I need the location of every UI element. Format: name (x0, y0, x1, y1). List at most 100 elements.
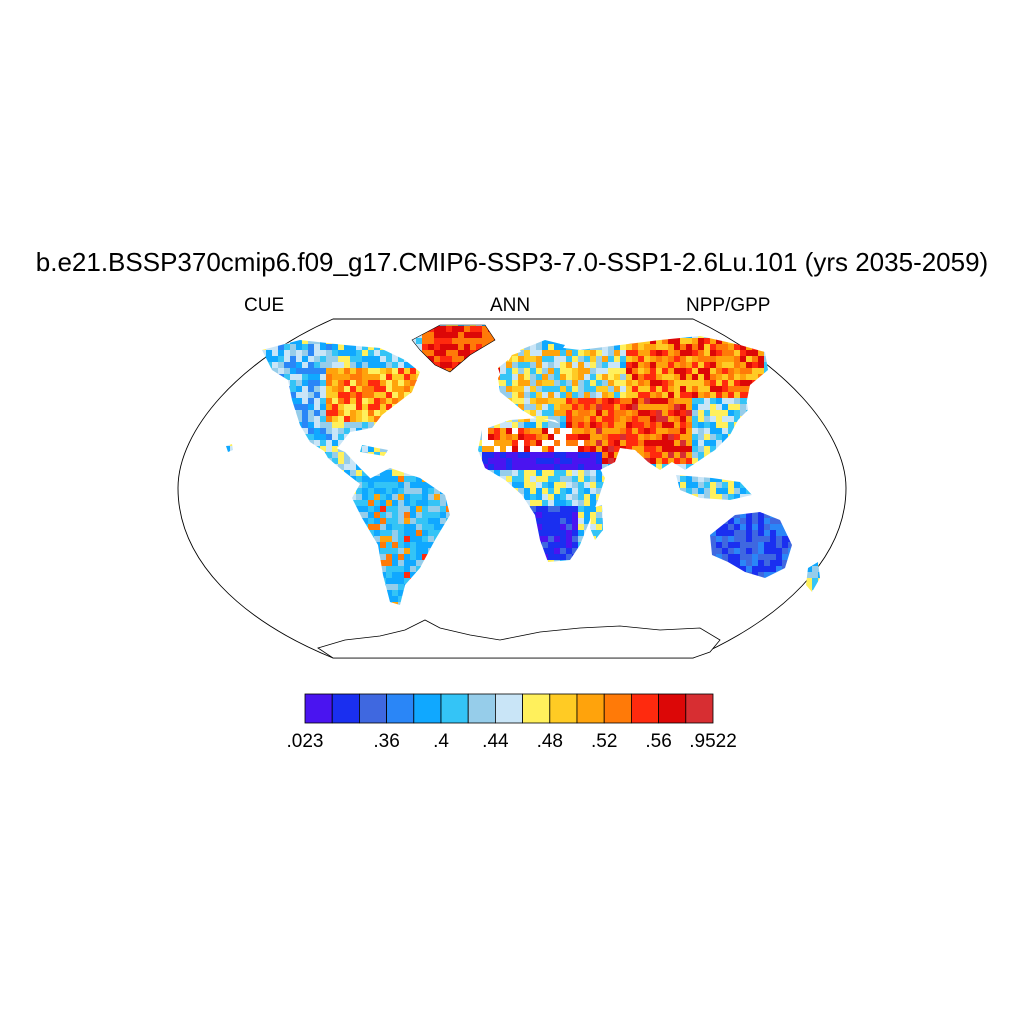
grid-cell (590, 500, 596, 506)
grid-cell (536, 458, 542, 464)
grid-cell (392, 512, 398, 518)
grid-cell (746, 524, 752, 530)
grid-cell (512, 476, 518, 482)
grid-cell (662, 422, 668, 428)
grid-cell (416, 518, 422, 524)
grid-cell (278, 350, 284, 356)
grid-cell (830, 356, 836, 362)
grid-cell (302, 410, 308, 416)
grid-cell (740, 392, 746, 398)
grid-cell (440, 494, 446, 500)
grid-cell (404, 380, 410, 386)
grid-cell (344, 458, 350, 464)
grid-cell (764, 572, 770, 578)
grid-cell (302, 350, 308, 356)
grid-cell (398, 566, 404, 572)
grid-cell (308, 434, 314, 440)
grid-cell (554, 386, 560, 392)
grid-cell (800, 356, 806, 362)
grid-cell (596, 464, 602, 470)
grid-cell (458, 326, 464, 332)
grid-cell (782, 554, 788, 560)
grid-cell (392, 368, 398, 374)
grid-cell (758, 560, 764, 566)
grid-cell (518, 356, 524, 362)
grid-cell (548, 362, 554, 368)
grid-cell (596, 506, 602, 512)
grid-cell (548, 548, 554, 554)
grid-cell (542, 338, 548, 344)
grid-cell (686, 416, 692, 422)
grid-cell (386, 530, 392, 536)
grid-cell (728, 368, 734, 374)
grid-cell (200, 326, 206, 332)
grid-cell (368, 374, 374, 380)
grid-cell (626, 392, 632, 398)
grid-cell (836, 398, 842, 404)
grid-cell (398, 500, 404, 506)
grid-cell (536, 482, 542, 488)
grid-cell (692, 356, 698, 362)
grid-cell (728, 326, 734, 332)
grid-cell (410, 554, 416, 560)
grid-cell (584, 410, 590, 416)
grid-cell (692, 422, 698, 428)
grid-cell (692, 440, 698, 446)
grid-cell (440, 518, 446, 524)
grid-cell (386, 374, 392, 380)
grid-cell (260, 332, 266, 338)
grid-cell (506, 476, 512, 482)
grid-cell (572, 356, 578, 362)
grid-cell (560, 344, 566, 350)
grid-cell (806, 338, 812, 344)
grid-cell (578, 476, 584, 482)
grid-cell (680, 380, 686, 386)
grid-cell (632, 398, 638, 404)
grid-cell (590, 464, 596, 470)
grid-cell (560, 524, 566, 530)
grid-cell (614, 374, 620, 380)
grid-cell (236, 325, 242, 326)
grid-cell (656, 350, 662, 356)
grid-cell (200, 362, 206, 368)
grid-cell (656, 392, 662, 398)
grid-cell (608, 410, 614, 416)
grid-cell (728, 332, 734, 338)
grid-cell (686, 476, 692, 482)
grid-cell (836, 380, 842, 386)
grid-cell (380, 482, 386, 488)
grid-cell (548, 350, 554, 356)
grid-cell (236, 338, 242, 344)
grid-cell (512, 446, 518, 452)
grid-cell (716, 350, 722, 356)
grid-cell (566, 416, 572, 422)
grid-cell (698, 386, 704, 392)
grid-cell (740, 380, 746, 386)
grid-cell (524, 446, 530, 452)
grid-cell (740, 362, 746, 368)
grid-cell (710, 386, 716, 392)
grid-cell (710, 494, 716, 500)
grid-cell (650, 386, 656, 392)
grid-cell (542, 356, 548, 362)
grid-cell (764, 326, 770, 332)
grid-cell (830, 338, 836, 344)
grid-cell (590, 506, 596, 512)
grid-cell (476, 338, 482, 344)
grid-cell (596, 476, 602, 482)
grid-cell (530, 500, 536, 506)
grid-cell (560, 536, 566, 542)
center-subtitle: ANN (490, 295, 531, 316)
grid-cell (428, 536, 434, 542)
grid-cell (542, 362, 548, 368)
grid-cell (332, 446, 338, 452)
grid-cell (722, 386, 728, 392)
grid-cell (740, 530, 746, 536)
grid-cell (404, 482, 410, 488)
grid-cell (824, 392, 830, 398)
grid-cell (410, 542, 416, 548)
grid-cell (500, 434, 506, 440)
grid-cell (740, 332, 746, 338)
grid-cell (290, 350, 296, 356)
grid-cell (368, 512, 374, 518)
